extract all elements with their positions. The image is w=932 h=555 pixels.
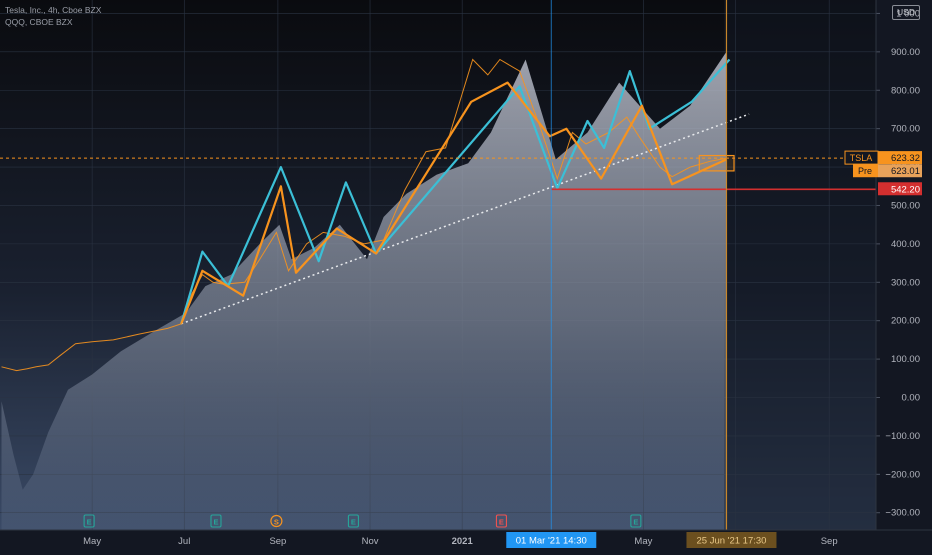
x-tick-label: Jul bbox=[178, 536, 190, 547]
event-box bbox=[630, 514, 642, 528]
y-tick-label: 500.00 bbox=[891, 200, 920, 211]
pre-price-box bbox=[878, 164, 922, 178]
series-layer bbox=[1, 51, 750, 531]
series-qqq-area bbox=[1, 51, 727, 531]
currency-button[interactable]: USD bbox=[892, 5, 920, 20]
event-box bbox=[83, 514, 95, 528]
tsla-price: 623.32 bbox=[891, 153, 920, 164]
price-labels: TSLA 623.32 Pre 623.01 542.20 bbox=[844, 150, 922, 196]
y-tick-label: 400.00 bbox=[891, 239, 920, 250]
event-label: E bbox=[87, 518, 92, 527]
event-label: E bbox=[351, 518, 356, 527]
x-tick-label: Nov bbox=[362, 536, 379, 547]
event-earnings-icon[interactable]: E bbox=[630, 514, 642, 528]
y-tick-label: 800.00 bbox=[891, 85, 920, 96]
series-zigzag-orange bbox=[180, 81, 727, 325]
event-earnings-icon[interactable]: E bbox=[347, 514, 359, 528]
x-tick-label: Sep bbox=[821, 536, 838, 547]
tsla-price-box bbox=[878, 151, 922, 165]
event-earnings-icon[interactable]: E bbox=[210, 514, 222, 528]
symbol-title[interactable]: Tesla, Inc., 4h, Cboe BZX bbox=[5, 5, 102, 15]
x-tick-label: May bbox=[634, 536, 652, 547]
range-rectangle bbox=[698, 154, 735, 172]
y-tick-label: 100.00 bbox=[891, 354, 920, 365]
overlay-layer bbox=[0, 0, 876, 530]
y-tick-label: −200.00 bbox=[885, 469, 920, 480]
event-label: S bbox=[274, 518, 279, 527]
event-earnings-icon[interactable]: E bbox=[83, 514, 95, 528]
event-split-icon[interactable]: S bbox=[270, 514, 283, 528]
event-box bbox=[495, 514, 507, 528]
marker-time-label: 25 Jun '21 17:30 bbox=[696, 536, 766, 547]
series-trendline bbox=[180, 113, 750, 325]
pre-name: Pre bbox=[858, 166, 872, 176]
x-tick-label: 2021 bbox=[452, 536, 474, 547]
event-label: E bbox=[633, 518, 638, 527]
support-price-box bbox=[878, 182, 922, 196]
y-tick-label: 900.00 bbox=[891, 47, 920, 58]
x-tick-label: Sep bbox=[269, 536, 286, 547]
event-earnings-icon[interactable]: E bbox=[495, 514, 507, 528]
support-price: 542.20 bbox=[891, 184, 920, 195]
y-tick-label: 1 000 bbox=[896, 8, 920, 19]
y-tick-label: −100.00 bbox=[885, 431, 920, 442]
compare-title[interactable]: QQQ, CBOE BZX bbox=[5, 17, 73, 27]
y-tick-label: 700.00 bbox=[891, 124, 920, 135]
x-tick-label: May bbox=[83, 536, 101, 547]
event-box bbox=[210, 514, 222, 528]
series-tsla-line bbox=[1, 58, 727, 372]
pre-price: 623.01 bbox=[891, 166, 920, 177]
y-tick-label: −300.00 bbox=[885, 508, 920, 519]
y-tick-label: 200.00 bbox=[891, 316, 920, 327]
crosshair-time-box bbox=[506, 532, 597, 548]
event-box bbox=[347, 514, 359, 528]
y-tick-label: 0.00 bbox=[902, 393, 921, 404]
time-axis[interactable]: MayJulSepNov2021MayJulSep01 Mar '21 14:3… bbox=[0, 529, 932, 548]
y-tick-label: 300.00 bbox=[891, 277, 920, 288]
crosshair-time-label: 01 Mar '21 14:30 bbox=[516, 536, 587, 547]
event-label: E bbox=[213, 518, 218, 527]
event-label: E bbox=[499, 518, 504, 527]
tsla-name: TSLA bbox=[850, 153, 873, 163]
future-region bbox=[724, 0, 876, 530]
price-axis[interactable]: 1 000900.00800.00700.00600.00500.00400.0… bbox=[875, 0, 921, 530]
event-circle bbox=[270, 514, 283, 528]
pre-name-box bbox=[853, 164, 878, 178]
legend: Tesla, Inc., 4h, Cboe BZX QQQ, CBOE BZX bbox=[5, 4, 101, 28]
marker-time-box bbox=[686, 532, 777, 548]
